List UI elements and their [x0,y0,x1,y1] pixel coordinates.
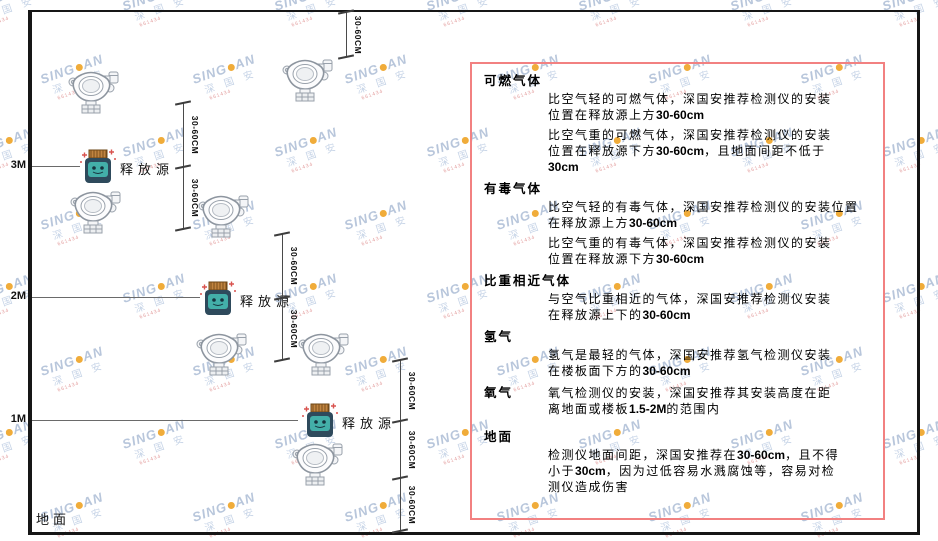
gas-detector [198,190,250,243]
panel-paragraph: 比空气重的有毒气体，深国安推荐检测仪的安装 位置在释放源下方30-60cm [548,236,832,266]
measurement-value: 30-60cm [737,448,786,462]
release-source [78,149,118,190]
right-wall-line [917,10,920,535]
height-label: 1M [10,413,26,425]
dimension-label: 30-60CM [190,115,200,155]
panel-paragraph: 比空气轻的有毒气体，深国安推荐检测仪的安装位置 在释放源上方30-60cm [548,200,859,230]
panel-paragraph: 检测仪地面间距，深国安推荐在30-60cm，且不得 小于30cm，因为过低容易水溅… [548,448,840,494]
release-source-label: 释放源 [120,162,175,177]
release-source-icon [302,403,338,437]
release-source-icon [80,149,116,183]
measurement-value: 30-60cm [656,252,705,266]
gas-detector-icon [298,333,349,376]
dimension-label: 30-60CM [190,178,200,218]
measurement-value: 30-60cm [642,364,691,378]
gas-detector [298,328,350,381]
gas-detector-icon [292,443,343,486]
measurement-value: 30-60cm [629,216,678,230]
dimension-line [400,360,401,531]
panel-paragraph: 与空气比重相近的气体，深国安推荐检测仪安装 在释放源上下的30-60cm [548,292,832,322]
height-label: 3M [10,159,26,171]
gas-detector-icon [68,71,119,114]
gas-detector [68,66,120,119]
panel-section: 地面检测仪地面间距，深国安推荐在30-60cm，且不得 小于30cm，因为过低容易… [484,429,871,495]
dimension-label: 30-60CM [407,430,417,469]
gas-detector-icon [70,191,121,234]
panel-paragraph: 氧气检测仪的安装，深国安推荐其安装高度在距 离地面或楼板1.5-2M的范围内 [548,386,832,416]
measurement-value: 30-60cm [642,308,691,322]
dimension-line [346,12,347,57]
ceiling-line [28,10,920,12]
height-label: 2M [10,290,26,302]
measurement-value: 1.5-2M [629,402,667,416]
gas-detector-icon [196,333,247,376]
dimension-label: 30-60CM [353,15,363,54]
release-source-label: 释放源 [240,294,295,309]
dimension-label: 30-60CM [407,371,417,410]
panel-paragraph: 氢气是最轻的气体，深国安推荐氢气检测仪安装 在楼板面下方的30-60cm [548,348,832,378]
gas-detector-icon [198,195,249,238]
measurement-value: 30-60cm [656,144,705,158]
panel-section: 有毒气体 比空气轻的有毒气体，深国安推荐检测仪的安装位置 在释放源上方30-60cm… [484,181,871,267]
info-panel-sections: 可燃气体 比空气轻的可燃气体，深国安推荐检测仪的安装 位置在释放源上方30-60cm… [484,73,871,495]
ground-line [28,532,920,535]
dimension-label: 30-60CM [289,246,299,286]
gas-detector [196,328,248,381]
release-source [198,281,238,322]
panel-section-heading: 比重相近气体 [484,274,572,288]
measurement-value: 30cm [575,464,606,478]
left-wall-line [28,10,32,535]
gas-detector [292,438,344,491]
info-panel: 可燃气体 比空气轻的可燃气体，深国安推荐检测仪的安装 位置在释放源上方30-60cm… [470,62,885,520]
panel-section-heading: 氢气 [484,330,514,344]
panel-section: 氢气氢气是最轻的气体，深国安推荐氢气检测仪安装 在楼板面下方的30-60cm [484,329,871,379]
height-level-line [32,166,80,167]
release-source [300,403,340,444]
height-level-line [32,297,200,298]
dimension-label: 30-60CM [407,485,417,524]
ground-label: 地面 [36,512,71,527]
gas-detector-icon [282,59,333,102]
panel-section-heading: 可燃气体 [484,74,543,88]
panel-section-body: 氧气检测仪的安装，深国安推荐其安装高度在距 离地面或楼板1.5-2M的范围内 [548,385,832,417]
dimension-label: 30-60CM [289,309,299,349]
panel-paragraph: 比空气轻的可燃气体，深国安推荐检测仪的安装 位置在释放源上方30-60cm [548,92,832,122]
panel-section: 氧气 氧气检测仪的安装，深国安推荐其安装高度在距 离地面或楼板1.5-2M的范围内 [484,385,871,417]
panel-section-heading: 地面 [484,430,514,444]
dimension-tick [273,357,291,363]
panel-section: 可燃气体 比空气轻的可燃气体，深国安推荐检测仪的安装 位置在释放源上方30-60cm… [484,73,871,175]
panel-paragraph: 比空气重的可燃气体，深国安推荐检测仪的安装 位置在释放源下方30-60cm，且地面… [548,128,832,174]
height-level-line [32,420,298,421]
measurement-value: 30cm [548,160,579,174]
measurement-value: 30-60cm [656,108,705,122]
gas-detector [70,186,122,239]
panel-section: 比重相近气体与空气比重相近的气体，深国安推荐检测仪安装 在释放源上下的30-60c… [484,273,871,323]
release-source-icon [200,281,236,315]
release-source-label: 释放源 [342,416,397,431]
panel-section-heading: 有毒气体 [484,182,543,196]
gas-detector [282,54,334,107]
panel-section-heading: 氧气 [484,386,514,400]
dimension-tick [174,226,192,232]
